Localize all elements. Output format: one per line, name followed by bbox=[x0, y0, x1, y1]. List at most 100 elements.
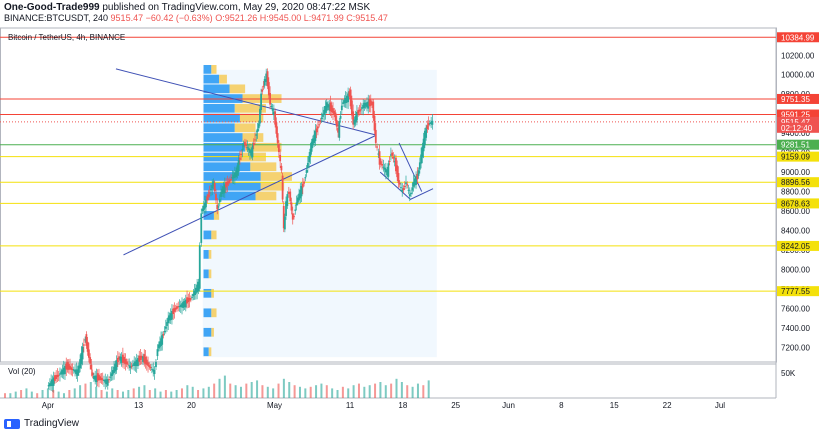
candle-body bbox=[422, 138, 425, 152]
x-tick-label: May bbox=[267, 401, 282, 410]
candle-body bbox=[119, 356, 122, 361]
candle-body bbox=[309, 148, 312, 158]
candle-body bbox=[56, 374, 59, 378]
candle-body bbox=[163, 331, 166, 333]
candle-body bbox=[197, 281, 200, 292]
volume-bar bbox=[4, 393, 6, 398]
candle-body bbox=[257, 123, 260, 129]
candle-body bbox=[127, 363, 129, 365]
candle-body bbox=[405, 182, 407, 184]
candle-body bbox=[325, 102, 328, 111]
candle-body bbox=[311, 138, 314, 146]
candle-body bbox=[223, 184, 226, 194]
candle-body bbox=[249, 149, 251, 153]
candle-body bbox=[212, 181, 215, 187]
candle-body bbox=[369, 100, 372, 106]
volume-bar bbox=[363, 386, 366, 398]
candle-body bbox=[137, 358, 139, 367]
volume-bar bbox=[234, 385, 237, 398]
profile-bar-sell bbox=[211, 308, 217, 318]
author-name[interactable]: One-Good-Trade999 bbox=[4, 2, 100, 13]
candle-body bbox=[100, 377, 103, 381]
tradingview-logo-icon bbox=[4, 418, 20, 429]
x-tick-label: 18 bbox=[398, 401, 407, 410]
candle-body bbox=[164, 326, 167, 329]
profile-bar-buy bbox=[203, 211, 214, 220]
price-label: 9281.51 bbox=[781, 141, 810, 150]
candle-body bbox=[287, 191, 290, 194]
profile-bar-buy bbox=[203, 191, 256, 201]
candle-body bbox=[148, 365, 151, 367]
volume-bar bbox=[379, 382, 382, 398]
candle-body bbox=[406, 184, 409, 186]
y-tick-label: 9400.00 bbox=[781, 129, 810, 138]
candle-body bbox=[270, 106, 273, 108]
candle-body bbox=[178, 306, 181, 308]
volume-bar bbox=[422, 385, 425, 398]
candle-body bbox=[300, 186, 303, 197]
candle-body bbox=[299, 189, 302, 199]
candle-body bbox=[304, 177, 307, 179]
candle-body bbox=[55, 375, 58, 380]
x-tick-label: 22 bbox=[663, 401, 672, 410]
candle-body bbox=[259, 108, 261, 124]
volume-bar bbox=[218, 378, 221, 398]
candle-body bbox=[157, 344, 160, 349]
profile-bar-sell bbox=[260, 172, 292, 181]
candle-body bbox=[105, 379, 108, 385]
candle-body bbox=[381, 164, 383, 166]
volume-bar bbox=[100, 390, 103, 398]
volume-bar bbox=[73, 388, 76, 398]
candle-body bbox=[135, 359, 138, 367]
volume-bar bbox=[395, 378, 398, 398]
y-tick-label: 9000.00 bbox=[781, 168, 810, 177]
y-tick-label: 10000.00 bbox=[781, 71, 815, 80]
volume-bar bbox=[400, 382, 403, 398]
candle-body bbox=[153, 369, 156, 375]
candle-body bbox=[276, 133, 279, 143]
candle-body bbox=[75, 369, 78, 375]
footer-brand[interactable]: TradingView bbox=[24, 418, 80, 429]
candle-body bbox=[66, 362, 69, 370]
price-label: 8678.63 bbox=[781, 199, 810, 208]
candle-body bbox=[80, 352, 83, 364]
candle-body bbox=[320, 117, 323, 120]
candle-body bbox=[417, 170, 420, 176]
candle-body bbox=[48, 383, 51, 387]
volume-bar bbox=[309, 386, 312, 398]
candle-body bbox=[191, 296, 193, 298]
candle-body bbox=[250, 150, 253, 156]
candle-body bbox=[272, 111, 275, 116]
profile-bar-buy bbox=[203, 103, 235, 113]
profile-bar-sell bbox=[255, 191, 277, 201]
candle-body bbox=[398, 183, 401, 185]
candle-body bbox=[77, 365, 80, 373]
candle-body bbox=[71, 369, 74, 371]
candle-body bbox=[291, 213, 294, 220]
candle-body bbox=[203, 202, 206, 209]
candle-body bbox=[62, 367, 65, 375]
price-label: 8896.56 bbox=[781, 178, 810, 187]
candle-body bbox=[177, 306, 180, 308]
candle-body bbox=[403, 186, 406, 188]
candle-body bbox=[213, 183, 216, 192]
volume-bar bbox=[132, 388, 135, 398]
candle-body bbox=[377, 153, 380, 155]
candle-body bbox=[263, 79, 266, 86]
candle-body bbox=[261, 89, 264, 92]
price-label: 8242.05 bbox=[781, 242, 810, 251]
candle-body bbox=[339, 116, 342, 119]
profile-bar-sell bbox=[211, 327, 214, 337]
price-label: 02:12:40 bbox=[781, 124, 813, 133]
price-label: 10384.99 bbox=[781, 33, 815, 42]
candle-body bbox=[147, 362, 149, 366]
candle-body bbox=[349, 89, 352, 107]
candle-body bbox=[225, 182, 227, 188]
candle-body bbox=[161, 335, 164, 345]
y-tick-label: 10200.00 bbox=[781, 51, 815, 60]
volume-bar bbox=[25, 388, 28, 398]
volume-pane-title: Vol (20) bbox=[8, 367, 36, 376]
profile-bar-sell bbox=[211, 65, 217, 74]
x-tick-label: 15 bbox=[610, 401, 619, 410]
